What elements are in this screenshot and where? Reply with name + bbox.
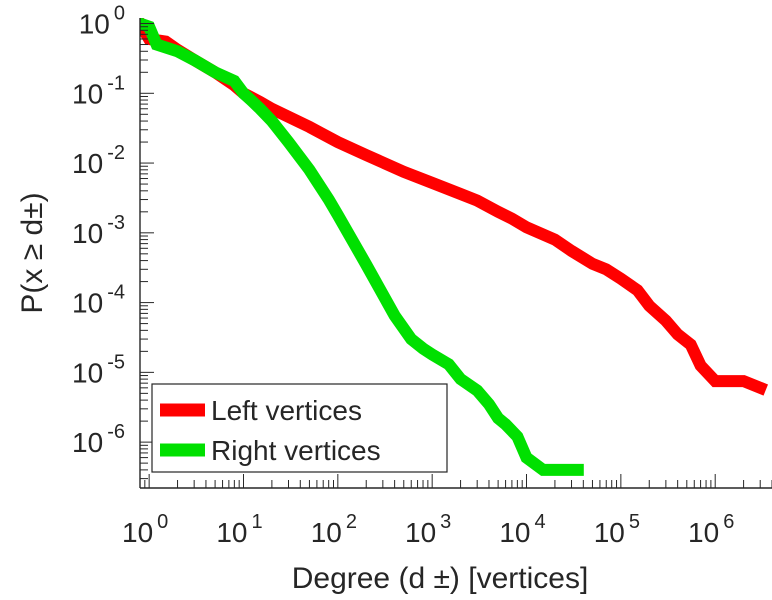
x-tick-label: 10 6 (688, 511, 734, 548)
x-tick-label: 10 4 (499, 511, 545, 548)
y-tick-label: 10 0 (79, 3, 125, 40)
y-tick-label: 10 -4 (72, 282, 125, 319)
y-tick-label: 10 -5 (72, 351, 125, 388)
y-tick-label: 10 -3 (72, 212, 125, 249)
series-line-right (140, 18, 584, 476)
x-tick-label: 10 0 (122, 511, 168, 548)
x-tick-label: 10 2 (311, 511, 357, 548)
x-axis-label: Degree (d ±) [vertices] (292, 562, 589, 595)
legend: Left vertices Right vertices (151, 383, 448, 473)
series-layer (140, 18, 769, 476)
x-tick-label: 10 1 (216, 511, 262, 548)
legend-label-left: Left vertices (211, 395, 362, 426)
y-tick-label: 10 -1 (72, 72, 125, 109)
x-tick-label: 10 3 (405, 511, 451, 548)
x-tick-labels: 10 0 10 1 10 2 10 3 10 4 10 5 10 6 (122, 511, 734, 548)
legend-label-right: Right vertices (211, 435, 381, 466)
tick-layer (139, 23, 772, 488)
y-tick-label: 10 -6 (72, 421, 125, 458)
y-axis-label: P(x ≥ d±) (16, 192, 49, 313)
y-tick-label: 10 -2 (72, 142, 125, 179)
legend-box (151, 383, 448, 473)
x-tick-label: 10 5 (594, 511, 640, 548)
